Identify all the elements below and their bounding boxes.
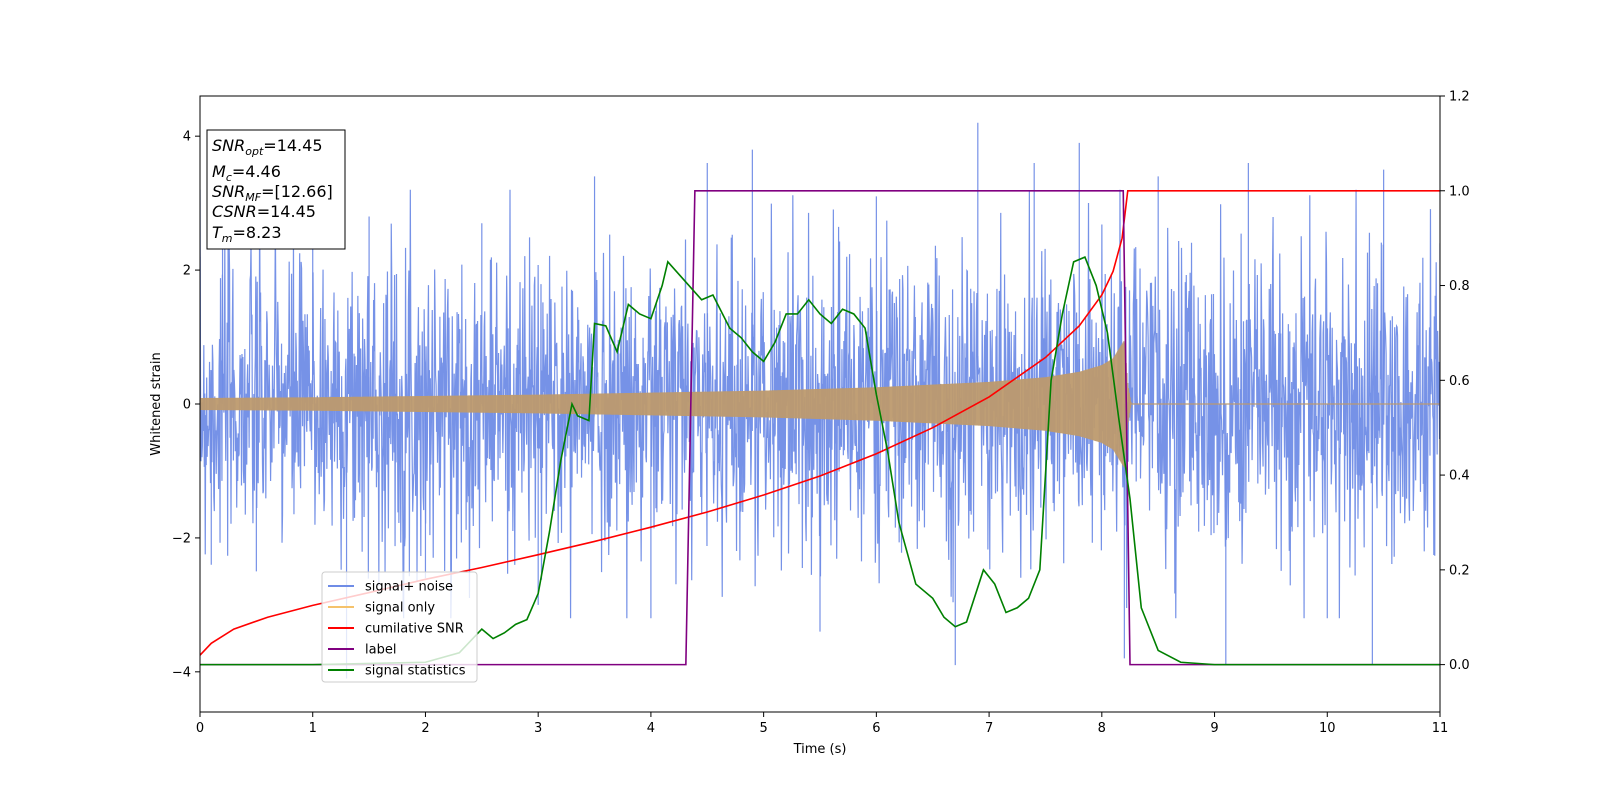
legend-label: cumilative SNR [365, 622, 464, 637]
legend: signal+ noise signal only cumilative SNR la… [321, 571, 478, 683]
y-tick-label: 4 [183, 130, 191, 145]
series-signal-only [200, 341, 1440, 468]
legend-label: signal statistics [365, 664, 466, 679]
series-label [200, 189, 1440, 666]
annotation-line: SNRopt=14.45 [212, 136, 323, 158]
x-tick-label: 10 [1319, 721, 1336, 736]
x-tick-label: 7 [985, 721, 993, 736]
x-axis: 0 1 2 3 4 5 6 7 8 9 10 11 [196, 712, 1448, 736]
y-tick-label: −2 [172, 531, 191, 546]
y-tick-label: 0 [183, 398, 191, 413]
x-tick-label: 0 [196, 721, 204, 736]
x-tick-label: 9 [1210, 721, 1218, 736]
series-cumulative-snr [200, 189, 1440, 656]
x-tick-label: 4 [647, 721, 655, 736]
annotation-line: Mc=4.46 [212, 162, 281, 184]
x-tick-label: 2 [421, 721, 429, 736]
plot-area [200, 122, 1440, 679]
y-axis-left: −4 −2 0 2 4 [172, 130, 200, 680]
x-tick-label: 11 [1432, 721, 1449, 736]
y2-tick-label: 0.2 [1449, 563, 1470, 578]
annotation-line: CSNR=14.45 [212, 202, 316, 221]
annotation-frame [206, 129, 346, 250]
legend-label: signal only [365, 601, 435, 616]
y-axis-label: Whitened strain [149, 352, 164, 455]
snr-annotation-box: SNRopt=14.45 Mc=4.46SNRMF=[12.66]CSNR=14.… [206, 129, 346, 250]
x-tick-label: 6 [872, 721, 880, 736]
y2-tick-label: 0.0 [1449, 658, 1470, 673]
y2-tick-label: 1.0 [1449, 184, 1470, 199]
y2-tick-label: 0.8 [1449, 279, 1470, 294]
y2-tick-label: 0.6 [1449, 374, 1470, 389]
x-tick-label: 1 [309, 721, 317, 736]
legend-label: label [365, 643, 396, 658]
x-axis-label: Time (s) [793, 742, 847, 757]
legend-label: signal+ noise [365, 580, 453, 595]
annotation-line: SNRMF=[12.66] [212, 182, 333, 204]
x-tick-label: 8 [1098, 721, 1106, 736]
series-signal-statistics [200, 256, 1440, 666]
y2-tick-label: 1.2 [1449, 90, 1470, 105]
x-tick-label: 5 [759, 721, 767, 736]
annotation-line: Tm=8.23 [212, 223, 282, 245]
y2-tick-label: 0.4 [1449, 469, 1470, 484]
legend-frame [321, 571, 478, 683]
x-tick-label: 3 [534, 721, 542, 736]
y-tick-label: −4 [172, 665, 191, 680]
y-tick-label: 2 [183, 264, 191, 279]
y-axis-right: 0.0 0.2 0.4 0.6 0.8 1.0 1.2 [1440, 90, 1470, 673]
